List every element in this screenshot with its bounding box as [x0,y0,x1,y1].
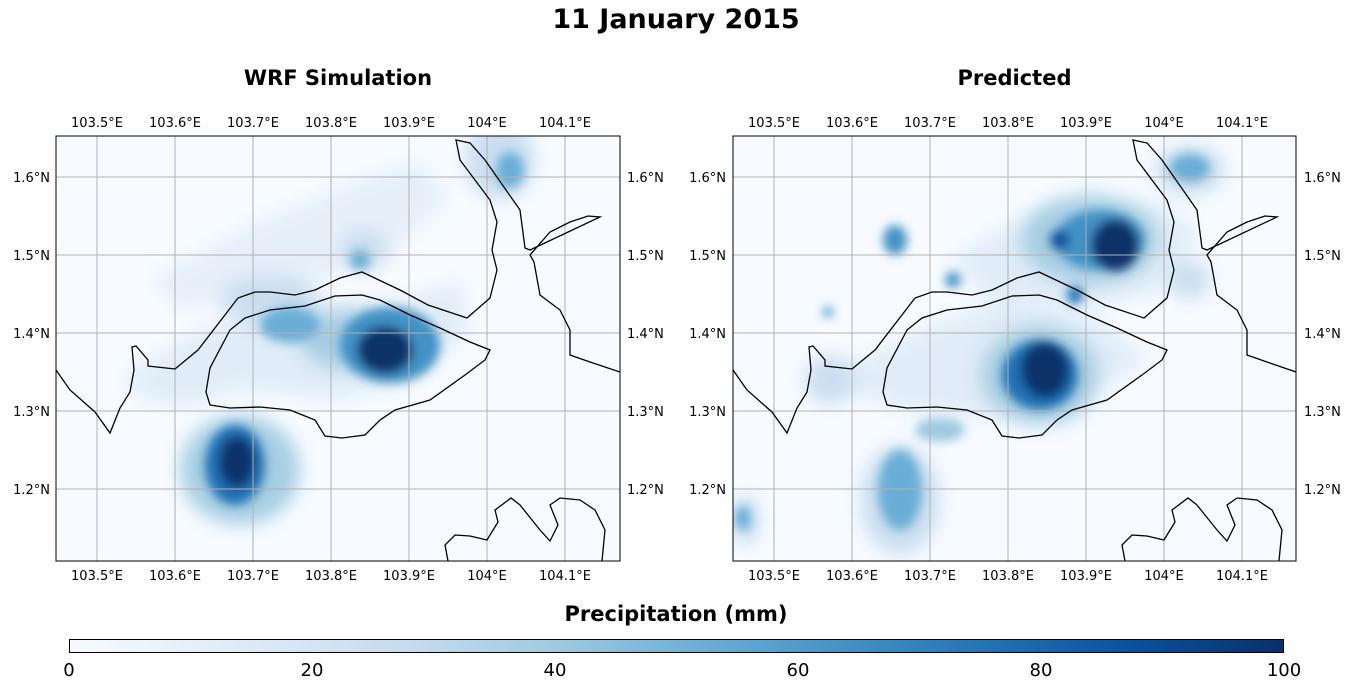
lat-tick: 1.3°N [689,405,726,420]
lat-tick: 1.4°N [627,327,664,342]
lat-ticks-right-predicted: 1.6°N 1.5°N 1.4°N 1.3°N 1.2°N [1304,171,1341,498]
lat-tick: 1.5°N [13,249,50,264]
colorbar-tick: 20 [300,660,324,681]
lat-tick: 1.6°N [13,171,50,186]
maps-svg: 103.5°E 103.6°E 103.7°E 103.8°E 103.9°E … [13,116,1341,584]
lat-tick: 1.2°N [689,483,726,498]
map-wrf: 103.5°E 103.6°E 103.7°E 103.8°E 103.9°E … [13,116,664,584]
lat-tick: 1.6°N [689,171,726,186]
colorbar-tick: 60 [786,660,810,681]
lon-ticks-top-predicted: 103.5°E 103.6°E 103.7°E 103.8°E 103.9°E … [748,116,1268,131]
precip-field-wrf [120,136,535,525]
lon-tick: 103.5°E [748,569,800,584]
lon-ticks-bottom-predicted: 103.5°E 103.6°E 103.7°E 103.8°E 103.9°E … [748,569,1268,584]
colorbar-tick: 40 [543,660,567,681]
lon-ticks-top-wrf: 103.5°E 103.6°E 103.7°E 103.8°E 103.9°E … [71,116,591,131]
lon-ticks-bottom-wrf: 103.5°E 103.6°E 103.7°E 103.8°E 103.9°E … [71,569,591,584]
colorbar-label: Precipitation (mm) [564,602,788,626]
lat-tick: 1.2°N [1304,483,1341,498]
lon-tick: 104°E [467,569,507,584]
lon-tick: 103.5°E [71,569,123,584]
panel-title-predicted: Predicted [957,66,1072,90]
lon-tick: 104.1°E [539,569,591,584]
lat-tick: 1.6°N [627,171,664,186]
gridlines-predicted [733,136,1296,561]
colorbar [69,639,1284,653]
lon-tick: 103.6°E [826,116,878,131]
lon-tick: 103.9°E [1060,569,1112,584]
lon-tick: 104.1°E [539,116,591,131]
lat-tick: 1.4°N [13,327,50,342]
lon-tick: 104°E [467,116,507,131]
lon-tick: 103.8°E [982,569,1034,584]
lat-tick: 1.5°N [627,249,664,264]
lon-tick: 104.1°E [1216,116,1268,131]
map-wrf-frame [55,135,621,562]
map-predicted: 103.5°E 103.6°E 103.7°E 103.8°E 103.9°E … [689,116,1341,584]
lat-tick: 1.6°N [1304,171,1341,186]
lat-tick: 1.3°N [13,405,50,420]
lon-tick: 104.1°E [1216,569,1268,584]
lat-tick: 1.5°N [689,249,726,264]
lon-tick: 103.6°E [149,569,201,584]
figure-title: 11 January 2015 [552,4,800,35]
lat-tick: 1.3°N [1304,405,1341,420]
colorbar-tick: 100 [1266,660,1302,681]
lon-tick: 103.5°E [71,116,123,131]
lon-tick: 103.9°E [383,569,435,584]
lon-tick: 103.6°E [149,116,201,131]
lat-ticks-left-predicted: 1.6°N 1.5°N 1.4°N 1.3°N 1.2°N [689,171,726,498]
lon-tick: 103.9°E [1060,116,1112,131]
coastlines-wrf [56,139,620,561]
lat-tick: 1.5°N [1304,249,1341,264]
lon-tick: 104°E [1144,116,1184,131]
lon-tick: 103.7°E [227,569,279,584]
lon-tick: 103.8°E [305,116,357,131]
lon-tick: 103.5°E [748,116,800,131]
lat-tick: 1.4°N [1304,327,1341,342]
lon-tick: 103.9°E [383,116,435,131]
lat-ticks-left-wrf: 1.6°N 1.5°N 1.4°N 1.3°N 1.2°N [13,171,50,498]
lon-tick: 103.7°E [904,116,956,131]
lon-tick: 103.7°E [227,116,279,131]
lat-tick: 1.4°N [689,327,726,342]
lat-ticks-right-wrf: 1.6°N 1.5°N 1.4°N 1.3°N 1.2°N [627,171,664,498]
lat-tick: 1.2°N [627,483,664,498]
coastlines-predicted [733,139,1296,561]
lon-tick: 103.8°E [305,569,357,584]
map-predicted-frame [732,135,1297,562]
lat-tick: 1.3°N [627,405,664,420]
lon-tick: 103.6°E [826,569,878,584]
colorbar-tick: 0 [63,660,75,681]
lon-tick: 103.7°E [904,569,956,584]
lon-tick: 104°E [1144,569,1184,584]
lat-tick: 1.2°N [13,483,50,498]
panel-title-wrf: WRF Simulation [243,66,433,90]
precip-field-predicted [733,145,1225,555]
gridlines-wrf [56,136,620,561]
lon-tick: 103.8°E [982,116,1034,131]
colorbar-tick: 80 [1029,660,1053,681]
